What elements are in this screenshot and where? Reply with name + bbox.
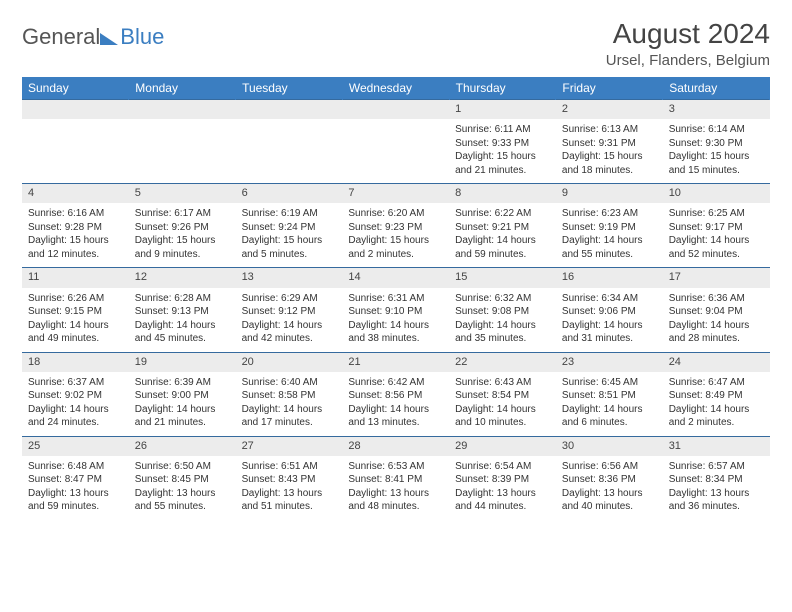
- day-detail-cell: Sunrise: 6:48 AMSunset: 8:47 PMDaylight:…: [22, 456, 129, 520]
- location: Ursel, Flanders, Belgium: [606, 52, 770, 69]
- weekday-header: Thursday: [449, 77, 556, 100]
- weekday-header: Saturday: [663, 77, 770, 100]
- day-number-cell: 11: [22, 268, 129, 288]
- day-detail-cell: Sunrise: 6:13 AMSunset: 9:31 PMDaylight:…: [556, 119, 663, 184]
- day-number-row: 11121314151617: [22, 268, 770, 288]
- day-detail-cell: Sunrise: 6:14 AMSunset: 9:30 PMDaylight:…: [663, 119, 770, 184]
- day-number-cell: 23: [556, 352, 663, 372]
- day-detail-row: Sunrise: 6:16 AMSunset: 9:28 PMDaylight:…: [22, 203, 770, 268]
- day-detail-cell: Sunrise: 6:47 AMSunset: 8:49 PMDaylight:…: [663, 372, 770, 437]
- day-detail-cell: Sunrise: 6:28 AMSunset: 9:13 PMDaylight:…: [129, 288, 236, 353]
- day-number-cell: 14: [342, 268, 449, 288]
- day-number-cell: 15: [449, 268, 556, 288]
- day-number-cell: 29: [449, 436, 556, 456]
- day-number-cell: 21: [342, 352, 449, 372]
- day-number-cell: 20: [236, 352, 343, 372]
- day-detail-cell: [22, 119, 129, 184]
- day-detail-cell: Sunrise: 6:19 AMSunset: 9:24 PMDaylight:…: [236, 203, 343, 268]
- calendar-table: SundayMondayTuesdayWednesdayThursdayFrid…: [22, 77, 770, 520]
- day-detail-cell: Sunrise: 6:42 AMSunset: 8:56 PMDaylight:…: [342, 372, 449, 437]
- title-block: August 2024 Ursel, Flanders, Belgium: [606, 18, 770, 69]
- calendar-header-row: SundayMondayTuesdayWednesdayThursdayFrid…: [22, 77, 770, 100]
- day-number-cell: 18: [22, 352, 129, 372]
- day-number-cell: [129, 100, 236, 120]
- weekday-header: Sunday: [22, 77, 129, 100]
- day-number-cell: 3: [663, 100, 770, 120]
- logo-text-blue: Blue: [120, 24, 164, 50]
- day-detail-cell: Sunrise: 6:22 AMSunset: 9:21 PMDaylight:…: [449, 203, 556, 268]
- day-number-cell: [342, 100, 449, 120]
- weekday-header: Monday: [129, 77, 236, 100]
- day-detail-cell: [236, 119, 343, 184]
- day-number-cell: 26: [129, 436, 236, 456]
- day-detail-cell: Sunrise: 6:17 AMSunset: 9:26 PMDaylight:…: [129, 203, 236, 268]
- day-detail-cell: Sunrise: 6:37 AMSunset: 9:02 PMDaylight:…: [22, 372, 129, 437]
- day-number-cell: 16: [556, 268, 663, 288]
- day-number-cell: 7: [342, 184, 449, 204]
- day-number-cell: 8: [449, 184, 556, 204]
- day-detail-cell: Sunrise: 6:11 AMSunset: 9:33 PMDaylight:…: [449, 119, 556, 184]
- day-number-cell: 13: [236, 268, 343, 288]
- logo-triangle-icon: [100, 33, 118, 45]
- day-detail-cell: Sunrise: 6:45 AMSunset: 8:51 PMDaylight:…: [556, 372, 663, 437]
- day-number-cell: 6: [236, 184, 343, 204]
- day-detail-cell: Sunrise: 6:53 AMSunset: 8:41 PMDaylight:…: [342, 456, 449, 520]
- day-detail-row: Sunrise: 6:37 AMSunset: 9:02 PMDaylight:…: [22, 372, 770, 437]
- header: General Blue August 2024 Ursel, Flanders…: [22, 18, 770, 69]
- logo: General Blue: [22, 18, 164, 50]
- day-detail-cell: Sunrise: 6:39 AMSunset: 9:00 PMDaylight:…: [129, 372, 236, 437]
- day-detail-cell: Sunrise: 6:43 AMSunset: 8:54 PMDaylight:…: [449, 372, 556, 437]
- day-detail-cell: Sunrise: 6:54 AMSunset: 8:39 PMDaylight:…: [449, 456, 556, 520]
- day-detail-cell: Sunrise: 6:56 AMSunset: 8:36 PMDaylight:…: [556, 456, 663, 520]
- weekday-header: Friday: [556, 77, 663, 100]
- day-number-cell: 31: [663, 436, 770, 456]
- day-number-cell: 9: [556, 184, 663, 204]
- day-detail-cell: [129, 119, 236, 184]
- day-number-cell: [22, 100, 129, 120]
- day-number-cell: 1: [449, 100, 556, 120]
- day-number-cell: 19: [129, 352, 236, 372]
- day-number-cell: 5: [129, 184, 236, 204]
- day-number-cell: 2: [556, 100, 663, 120]
- day-number-cell: 22: [449, 352, 556, 372]
- day-detail-cell: Sunrise: 6:50 AMSunset: 8:45 PMDaylight:…: [129, 456, 236, 520]
- day-number-cell: 4: [22, 184, 129, 204]
- day-number-row: 45678910: [22, 184, 770, 204]
- day-detail-cell: Sunrise: 6:16 AMSunset: 9:28 PMDaylight:…: [22, 203, 129, 268]
- day-detail-cell: Sunrise: 6:51 AMSunset: 8:43 PMDaylight:…: [236, 456, 343, 520]
- day-number-cell: 25: [22, 436, 129, 456]
- day-number-row: 18192021222324: [22, 352, 770, 372]
- weekday-header: Wednesday: [342, 77, 449, 100]
- day-detail-cell: Sunrise: 6:29 AMSunset: 9:12 PMDaylight:…: [236, 288, 343, 353]
- day-number-row: 123: [22, 100, 770, 120]
- day-detail-cell: Sunrise: 6:36 AMSunset: 9:04 PMDaylight:…: [663, 288, 770, 353]
- day-number-cell: 28: [342, 436, 449, 456]
- day-detail-cell: Sunrise: 6:32 AMSunset: 9:08 PMDaylight:…: [449, 288, 556, 353]
- day-detail-cell: Sunrise: 6:20 AMSunset: 9:23 PMDaylight:…: [342, 203, 449, 268]
- day-detail-row: Sunrise: 6:11 AMSunset: 9:33 PMDaylight:…: [22, 119, 770, 184]
- day-number-cell: 30: [556, 436, 663, 456]
- weekday-header: Tuesday: [236, 77, 343, 100]
- logo-text-general: General: [22, 24, 100, 50]
- day-number-row: 25262728293031: [22, 436, 770, 456]
- day-detail-cell: Sunrise: 6:31 AMSunset: 9:10 PMDaylight:…: [342, 288, 449, 353]
- day-detail-row: Sunrise: 6:48 AMSunset: 8:47 PMDaylight:…: [22, 456, 770, 520]
- day-detail-cell: Sunrise: 6:26 AMSunset: 9:15 PMDaylight:…: [22, 288, 129, 353]
- month-title: August 2024: [606, 18, 770, 50]
- day-number-cell: 10: [663, 184, 770, 204]
- day-detail-cell: Sunrise: 6:23 AMSunset: 9:19 PMDaylight:…: [556, 203, 663, 268]
- day-detail-cell: [342, 119, 449, 184]
- day-detail-cell: Sunrise: 6:25 AMSunset: 9:17 PMDaylight:…: [663, 203, 770, 268]
- day-detail-cell: Sunrise: 6:57 AMSunset: 8:34 PMDaylight:…: [663, 456, 770, 520]
- day-number-cell: [236, 100, 343, 120]
- day-detail-cell: Sunrise: 6:34 AMSunset: 9:06 PMDaylight:…: [556, 288, 663, 353]
- day-number-cell: 12: [129, 268, 236, 288]
- day-number-cell: 17: [663, 268, 770, 288]
- day-number-cell: 27: [236, 436, 343, 456]
- day-detail-cell: Sunrise: 6:40 AMSunset: 8:58 PMDaylight:…: [236, 372, 343, 437]
- day-number-cell: 24: [663, 352, 770, 372]
- day-detail-row: Sunrise: 6:26 AMSunset: 9:15 PMDaylight:…: [22, 288, 770, 353]
